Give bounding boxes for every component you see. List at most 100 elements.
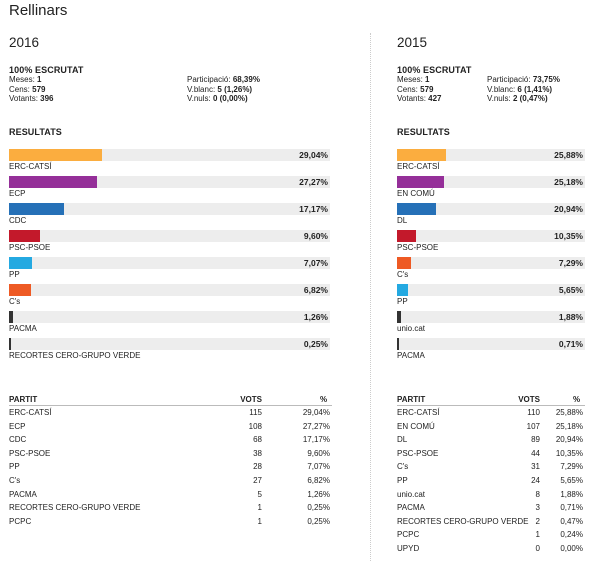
result-bar-track: 7,07% <box>9 257 330 269</box>
result-bar-fill <box>397 230 417 242</box>
table-header-pct: % <box>573 395 581 404</box>
result-bar-party: PP <box>397 297 408 306</box>
table-cell-votes: 107 <box>526 421 540 431</box>
table-row: DL 89 20,94% <box>397 435 585 447</box>
result-bar-fill <box>397 203 437 215</box>
table-cell-votes: 24 <box>531 476 540 485</box>
summary-votants-value: 427 <box>428 94 442 103</box>
summary-votants: Votants: 396 <box>9 94 54 104</box>
table-cell-pct: 17,17% <box>302 435 330 445</box>
result-bar-party: ERC-CATSÍ <box>397 162 440 171</box>
result-bar-pct: 5,65% <box>558 285 583 295</box>
table-header-rule <box>397 405 585 406</box>
table-cell-pct: 1,26% <box>307 489 330 499</box>
summary-participacio: Participació: 73,75% <box>487 75 560 85</box>
table-cell-votes: 8 <box>535 489 540 499</box>
table-row: PACMA 5 1,26% <box>9 490 332 502</box>
result-bar-party: PSC-PSOE <box>9 243 51 252</box>
table-cell-party: PCPC <box>397 530 420 540</box>
table-cell-pct: 25,18% <box>555 421 583 431</box>
table-cell-party: RECORTES CERO-GRUPO VERDE <box>397 516 529 526</box>
result-bar-pct: 9,60% <box>303 231 328 241</box>
table-row: PSC-PSOE 44 10,35% <box>397 449 585 461</box>
table-cell-pct: 0,25% <box>307 503 330 513</box>
result-bar-party: PACMA <box>397 351 425 360</box>
table-row: PP 28 7,07% <box>9 462 332 474</box>
result-bar-fill <box>9 311 14 323</box>
table-row: ERC-CATSÍ 115 29,04% <box>9 408 332 420</box>
result-bar-track: 6,82% <box>9 284 330 296</box>
table-cell-party: ERC-CATSÍ <box>397 408 440 417</box>
table-row: PCPC 1 0,24% <box>397 530 585 542</box>
table-row: C's 31 7,29% <box>397 462 585 474</box>
table-cell-votes: 27 <box>253 476 262 485</box>
table-cell-votes: 110 <box>527 408 540 417</box>
summary-participacio-label: Participació: <box>187 75 231 84</box>
table-cell-pct: 7,07% <box>307 462 330 472</box>
table-row: ECP 108 27,27% <box>9 422 332 434</box>
results-heading: RESULTATS <box>397 127 450 137</box>
result-bar-fill <box>397 176 445 188</box>
table-cell-party: RECORTES CERO-GRUPO VERDE <box>9 503 141 513</box>
table-row: ERC-CATSÍ 110 25,88% <box>397 408 585 420</box>
table-cell-votes: 44 <box>531 448 540 458</box>
result-bar-pct: 7,29% <box>558 258 583 268</box>
summary-vnuls-value: 2 (0,47%) <box>512 94 548 103</box>
column-divider <box>370 33 371 561</box>
table-cell-votes: 3 <box>535 503 540 513</box>
result-bar-pct: 25,88% <box>554 150 583 160</box>
table-cell-party: EN COMÚ <box>397 421 435 431</box>
summary-left: Meses: 1 Cens: 579 Votants: 396 <box>9 75 54 104</box>
result-bar-party: ERC-CATSÍ <box>9 162 52 171</box>
table-cell-votes: 5 <box>257 489 262 499</box>
table-row: CDC 68 17,17% <box>9 435 332 447</box>
table-header-votes: VOTS <box>240 395 262 404</box>
table-cell-party: PACMA <box>397 503 425 513</box>
summary-participacio-label: Participació: <box>487 75 531 84</box>
table-cell-pct: 10,35% <box>555 448 583 458</box>
result-bar-party: C's <box>397 270 409 279</box>
table-header-party: PARTIT <box>397 395 426 404</box>
table-cell-pct: 27,27% <box>302 421 330 431</box>
table-cell-party: ERC-CATSÍ <box>9 408 52 417</box>
summary-vnuls-label: V.nuls: <box>187 94 211 103</box>
result-bar-pct: 17,17% <box>299 204 328 214</box>
table-cell-pct: 0,24% <box>560 530 583 540</box>
table-cell-votes: 1 <box>257 503 262 513</box>
result-bar-party: CDC <box>9 216 27 225</box>
summary-meses: Meses: 1 <box>397 75 442 85</box>
summary-votants-value: 396 <box>40 94 54 103</box>
table-cell-pct: 0,71% <box>560 503 583 513</box>
table-cell-party: PSC-PSOE <box>9 448 51 458</box>
result-bar-track: 10,35% <box>397 230 585 242</box>
result-bar-track: 25,18% <box>397 176 585 188</box>
summary-vblanc: V.blanc: 5 (1,26%) <box>187 85 260 95</box>
result-bar-party: PACMA <box>9 324 37 333</box>
summary-vblanc-label: V.blanc: <box>487 84 516 94</box>
summary-cens: Cens: 579 <box>9 85 54 95</box>
result-bar-pct: 1,26% <box>303 312 328 322</box>
result-bar-party: ECP <box>9 189 26 198</box>
summary-vblanc-value: 5 (1,26%) <box>217 84 253 94</box>
result-bar-pct: 0,71% <box>558 339 583 349</box>
summary-votants-label: Votants: <box>9 94 38 103</box>
table-cell-pct: 20,94% <box>555 435 583 445</box>
scrutiny-status: 100% ESCRUTAT <box>397 65 472 75</box>
result-bar-pct: 0,25% <box>303 339 328 349</box>
table-cell-party: PSC-PSOE <box>397 448 439 458</box>
table-cell-votes: 1 <box>257 516 262 526</box>
table-row: RECORTES CERO-GRUPO VERDE 1 0,25% <box>9 503 332 515</box>
table-cell-party: PACMA <box>9 489 37 499</box>
table-cell-votes: 28 <box>253 462 262 472</box>
result-bar-track: 29,04% <box>9 149 330 161</box>
result-bar-fill <box>397 311 401 323</box>
summary-cens-label: Cens: <box>9 84 30 94</box>
summary-participacio: Participació: 68,39% <box>187 75 260 85</box>
result-bar-track: 7,29% <box>397 257 585 269</box>
result-bar-party: EN COMÚ <box>397 189 435 198</box>
result-bar-fill <box>9 149 103 161</box>
summary-votants: Votants: 427 <box>397 94 442 104</box>
table-row: EN COMÚ 107 25,18% <box>397 422 585 434</box>
result-bar-track: 9,60% <box>9 230 330 242</box>
summary-vnuls-value: 0 (0,00%) <box>212 94 248 103</box>
